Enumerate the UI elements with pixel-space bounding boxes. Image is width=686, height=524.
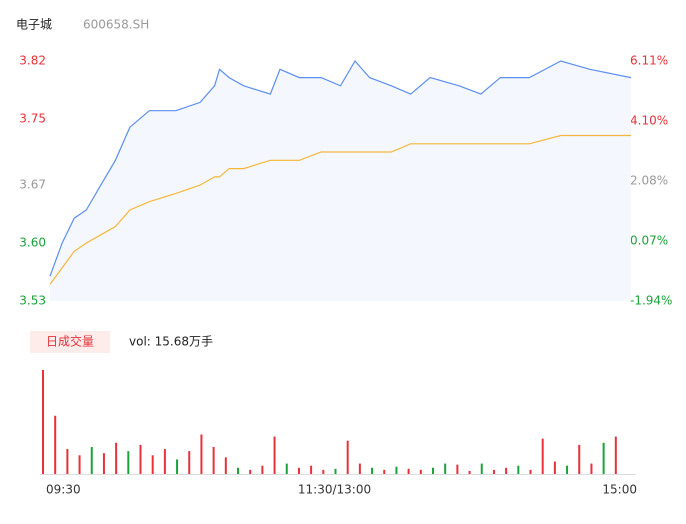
legend-box (30, 331, 110, 353)
volume-bar (297, 467, 300, 474)
volume-bar (139, 444, 142, 474)
volume-bar (346, 440, 349, 474)
y2-tick-label: 4.10% (630, 113, 668, 127)
volume-bar (66, 449, 69, 474)
volume-bar (310, 465, 313, 474)
volume-bar (468, 470, 471, 474)
chart-subtitle: 600658.SH (83, 18, 149, 32)
volume-bar (176, 459, 179, 474)
volume-bar (553, 461, 556, 474)
volume-bar (614, 436, 617, 474)
volume-bar (444, 463, 447, 474)
y-tick-label: 3.67 (19, 178, 46, 192)
volume-bar (529, 469, 532, 474)
x-tick-label: 09:30 (46, 483, 81, 497)
volume-bar (432, 467, 434, 474)
y2-tick-label: 0.07% (630, 234, 668, 248)
volume-bar (456, 464, 459, 474)
volume-bar (54, 415, 57, 474)
x-tick-label: 11:30/13:00 (298, 483, 371, 497)
volume-bar (188, 451, 191, 474)
volume-bar (578, 444, 581, 474)
volume-bar (212, 446, 215, 474)
volume-bar (419, 469, 422, 474)
volume-bar (200, 434, 203, 474)
volume-bar (285, 463, 288, 474)
y-tick-label: 3.60 (19, 236, 46, 250)
volume-bar (163, 449, 166, 474)
volume-bar (224, 457, 227, 474)
volume-bar (505, 467, 508, 474)
y-tick-label: 3.75 (19, 111, 46, 125)
volume-bar (590, 463, 593, 474)
volume-bar (249, 469, 252, 474)
volume-bar (407, 468, 410, 474)
y-tick-label: 3.53 (19, 294, 46, 308)
volume-bar (395, 466, 398, 474)
volume-bar (334, 468, 337, 474)
x-tick-label: 15:00 (602, 483, 637, 497)
volume-bar (383, 469, 386, 474)
series-line (49, 134, 631, 285)
volume-bar (322, 469, 325, 474)
volume-bar (541, 438, 544, 474)
price-area (50, 61, 631, 301)
volume-bar (90, 446, 93, 474)
y-tick-label: 3.82 (19, 54, 46, 68)
volume-bar (480, 463, 483, 474)
volume-bar (602, 442, 605, 474)
volume-bar (566, 465, 569, 474)
volume-bar (127, 451, 130, 474)
volume-bar (358, 463, 361, 474)
series-line (49, 59, 632, 277)
volume-bar (261, 465, 264, 474)
volume-annotation: vol: 15.68万手 (129, 335, 213, 349)
legend-label: 日成交量 (46, 334, 94, 349)
volume-bar (102, 453, 105, 474)
volume-bar (151, 455, 154, 474)
y2-tick-label: 6.11% (630, 54, 668, 68)
volume-bar (115, 442, 118, 474)
volume-bar (42, 370, 44, 474)
y2-tick-label: 2.08% (630, 174, 668, 188)
volume-bar (517, 465, 520, 474)
y2-tick-label: -1.94% (630, 294, 672, 308)
volume-bar (237, 467, 239, 474)
chart-title: 电子城 (16, 18, 52, 32)
volume-bar (273, 436, 276, 474)
volume-bar (492, 469, 495, 474)
volume-bar (78, 455, 81, 474)
volume-bar (371, 467, 374, 474)
